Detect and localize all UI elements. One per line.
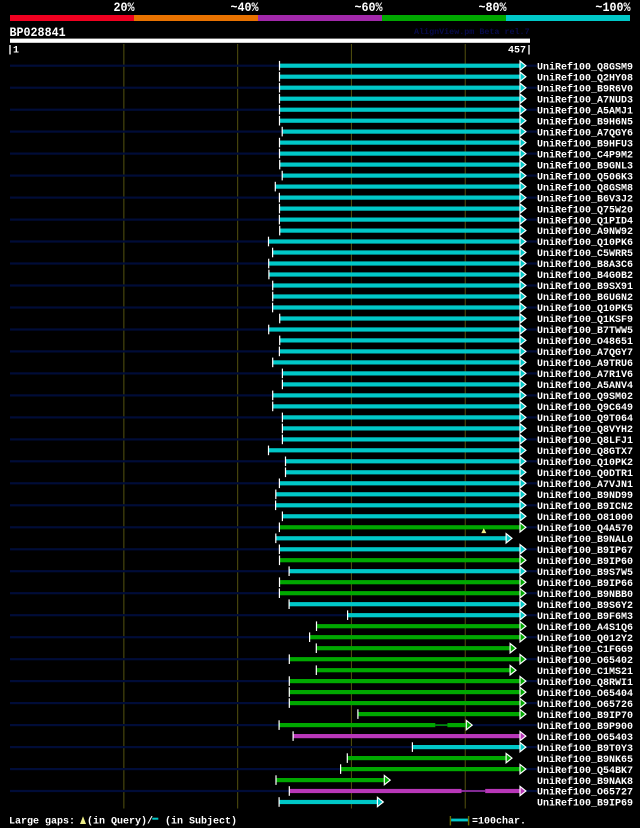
svg-text:UniRef100_B9R6V0: UniRef100_B9R6V0 bbox=[537, 83, 633, 95]
svg-text:UniRef100_Q8GSM8: UniRef100_Q8GSM8 bbox=[537, 182, 633, 194]
svg-text:UniRef100_B6V3J2: UniRef100_B6V3J2 bbox=[537, 193, 633, 205]
svg-text:~40%: ~40% bbox=[230, 0, 259, 15]
svg-text:UniRef100_B9IP67: UniRef100_B9IP67 bbox=[537, 545, 633, 557]
svg-text:AlignView.pm Beta rel.7: AlignView.pm Beta rel.7 bbox=[414, 27, 530, 37]
svg-text:UniRef100_Q8GSM9: UniRef100_Q8GSM9 bbox=[537, 61, 633, 73]
svg-text:UniRef100_B9ND99: UniRef100_B9ND99 bbox=[537, 490, 633, 502]
svg-text:UniRef100_Q8RWI1: UniRef100_Q8RWI1 bbox=[537, 677, 633, 689]
svg-text:UniRef100_O65403: UniRef100_O65403 bbox=[537, 732, 633, 744]
svg-text:UniRef100_B9S7W5: UniRef100_B9S7W5 bbox=[537, 567, 633, 579]
svg-text:UniRef100_Q2HY08: UniRef100_Q2HY08 bbox=[537, 72, 633, 84]
svg-text:UniRef100_C5WRR5: UniRef100_C5WRR5 bbox=[537, 248, 633, 260]
svg-text:UniRef100_Q012Y2: UniRef100_Q012Y2 bbox=[537, 633, 633, 645]
svg-text:UniRef100_Q1PID4: UniRef100_Q1PID4 bbox=[537, 215, 633, 227]
svg-text:UniRef100_B6U6N2: UniRef100_B6U6N2 bbox=[537, 292, 633, 304]
svg-text:UniRef100_A9NW92: UniRef100_A9NW92 bbox=[537, 226, 633, 238]
svg-text:UniRef100_Q1KSF9: UniRef100_Q1KSF9 bbox=[537, 314, 633, 326]
svg-text:UniRef100_C1FGG9: UniRef100_C1FGG9 bbox=[537, 644, 633, 656]
svg-text:UniRef100_Q9T064: UniRef100_Q9T064 bbox=[537, 413, 633, 425]
svg-text:UniRef100_Q4A570: UniRef100_Q4A570 bbox=[537, 523, 633, 535]
svg-text:UniRef100_O48651: UniRef100_O48651 bbox=[537, 336, 633, 348]
svg-text:UniRef100_B7TWW5: UniRef100_B7TWW5 bbox=[537, 325, 633, 337]
svg-text:UniRef100_B9IP66: UniRef100_B9IP66 bbox=[537, 578, 633, 590]
svg-text:UniRef100_B9IP60: UniRef100_B9IP60 bbox=[537, 556, 633, 568]
svg-text:UniRef100_B9NAL0: UniRef100_B9NAL0 bbox=[537, 534, 633, 546]
svg-text:UniRef100_Q8LFJ1: UniRef100_Q8LFJ1 bbox=[537, 435, 633, 447]
svg-text:|1: |1 bbox=[7, 44, 19, 56]
svg-text:20%: 20% bbox=[113, 0, 135, 15]
svg-text:BP028841: BP028841 bbox=[10, 25, 66, 40]
svg-text:UniRef100_A7QGY7: UniRef100_A7QGY7 bbox=[537, 347, 633, 359]
svg-text:~80%: ~80% bbox=[478, 0, 507, 15]
svg-text:~60%: ~60% bbox=[354, 0, 383, 15]
svg-text:UniRef100_B9T0Y3: UniRef100_B9T0Y3 bbox=[537, 743, 633, 755]
svg-text:UniRef100_A9TRU6: UniRef100_A9TRU6 bbox=[537, 358, 633, 370]
svg-text:Large gaps: (in Query)/ (in: Large gaps: (in Query)/ (in Subject) bbox=[9, 815, 237, 827]
svg-text:UniRef100_Q8GTX7: UniRef100_Q8GTX7 bbox=[537, 446, 633, 458]
svg-text:UniRef100_B9IP70: UniRef100_B9IP70 bbox=[537, 710, 633, 722]
svg-text:UniRef100_B9F6M3: UniRef100_B9F6M3 bbox=[537, 611, 633, 623]
svg-text:UniRef100_Q10PK2: UniRef100_Q10PK2 bbox=[537, 457, 633, 469]
svg-text:UniRef100_B9NBB0: UniRef100_B9NBB0 bbox=[537, 589, 633, 601]
svg-text:UniRef100_Q10PK5: UniRef100_Q10PK5 bbox=[537, 303, 633, 315]
svg-text:UniRef100_B9SX91: UniRef100_B9SX91 bbox=[537, 281, 633, 293]
svg-text:UniRef100_O65404: UniRef100_O65404 bbox=[537, 688, 633, 700]
svg-text:UniRef100_A5AMJ1: UniRef100_A5AMJ1 bbox=[537, 105, 633, 117]
svg-text:UniRef100_A5ANV4: UniRef100_A5ANV4 bbox=[537, 380, 633, 392]
svg-text:UniRef100_B9HFU3: UniRef100_B9HFU3 bbox=[537, 138, 633, 150]
svg-text:UniRef100_A7VJN1: UniRef100_A7VJN1 bbox=[537, 479, 633, 491]
svg-text:UniRef100_Q75W20: UniRef100_Q75W20 bbox=[537, 204, 633, 216]
svg-text:UniRef100_O65726: UniRef100_O65726 bbox=[537, 699, 633, 711]
svg-text:UniRef100_B9H6N5: UniRef100_B9H6N5 bbox=[537, 116, 633, 128]
svg-text:UniRef100_A7QGY6: UniRef100_A7QGY6 bbox=[537, 127, 633, 139]
svg-text:UniRef100_B9ICN2: UniRef100_B9ICN2 bbox=[537, 501, 633, 513]
svg-text:UniRef100_C1MS21: UniRef100_C1MS21 bbox=[537, 666, 633, 678]
svg-text:UniRef100_O65402: UniRef100_O65402 bbox=[537, 655, 633, 667]
svg-text:UniRef100_B9GNL3: UniRef100_B9GNL3 bbox=[537, 160, 633, 172]
svg-text:UniRef100_B9IP69: UniRef100_B9IP69 bbox=[537, 798, 633, 810]
svg-text:457|: 457| bbox=[508, 44, 532, 56]
svg-text:UniRef100_B9NK65: UniRef100_B9NK65 bbox=[537, 754, 633, 766]
svg-text:UniRef100_Q506K3: UniRef100_Q506K3 bbox=[537, 171, 633, 183]
svg-text:UniRef100_Q8VYH2: UniRef100_Q8VYH2 bbox=[537, 424, 633, 436]
svg-text:UniRef100_A7R1V6: UniRef100_A7R1V6 bbox=[537, 369, 633, 381]
svg-text:UniRef100_B9P900: UniRef100_B9P900 bbox=[537, 721, 633, 733]
svg-text:UniRef100_B9S6Y2: UniRef100_B9S6Y2 bbox=[537, 600, 633, 612]
svg-text:UniRef100_B4G0B2: UniRef100_B4G0B2 bbox=[537, 270, 633, 282]
svg-text:UniRef100_Q54BK7: UniRef100_Q54BK7 bbox=[537, 765, 633, 777]
svg-text:~100%: ~100% bbox=[595, 0, 631, 15]
svg-text:UniRef100_Q9SM02: UniRef100_Q9SM02 bbox=[537, 391, 633, 403]
svg-text:UniRef100_B8A3C6: UniRef100_B8A3C6 bbox=[537, 259, 633, 271]
svg-text:UniRef100_A4S1Q6: UniRef100_A4S1Q6 bbox=[537, 622, 633, 634]
svg-text:UniRef100_Q10PK6: UniRef100_Q10PK6 bbox=[537, 237, 633, 249]
svg-text:UniRef100_B9NAK8: UniRef100_B9NAK8 bbox=[537, 776, 633, 788]
svg-text:UniRef100_C4P9M2: UniRef100_C4P9M2 bbox=[537, 149, 633, 161]
svg-text:UniRef100_A7NUD3: UniRef100_A7NUD3 bbox=[537, 94, 633, 106]
svg-text:UniRef100_O81000: UniRef100_O81000 bbox=[537, 512, 633, 524]
svg-text:UniRef100_Q0DTR1: UniRef100_Q0DTR1 bbox=[537, 468, 633, 480]
svg-text:=100char.: =100char. bbox=[472, 815, 526, 827]
svg-text:UniRef100_Q9C649: UniRef100_Q9C649 bbox=[537, 402, 633, 414]
svg-text:UniRef100_O65727: UniRef100_O65727 bbox=[537, 787, 633, 799]
